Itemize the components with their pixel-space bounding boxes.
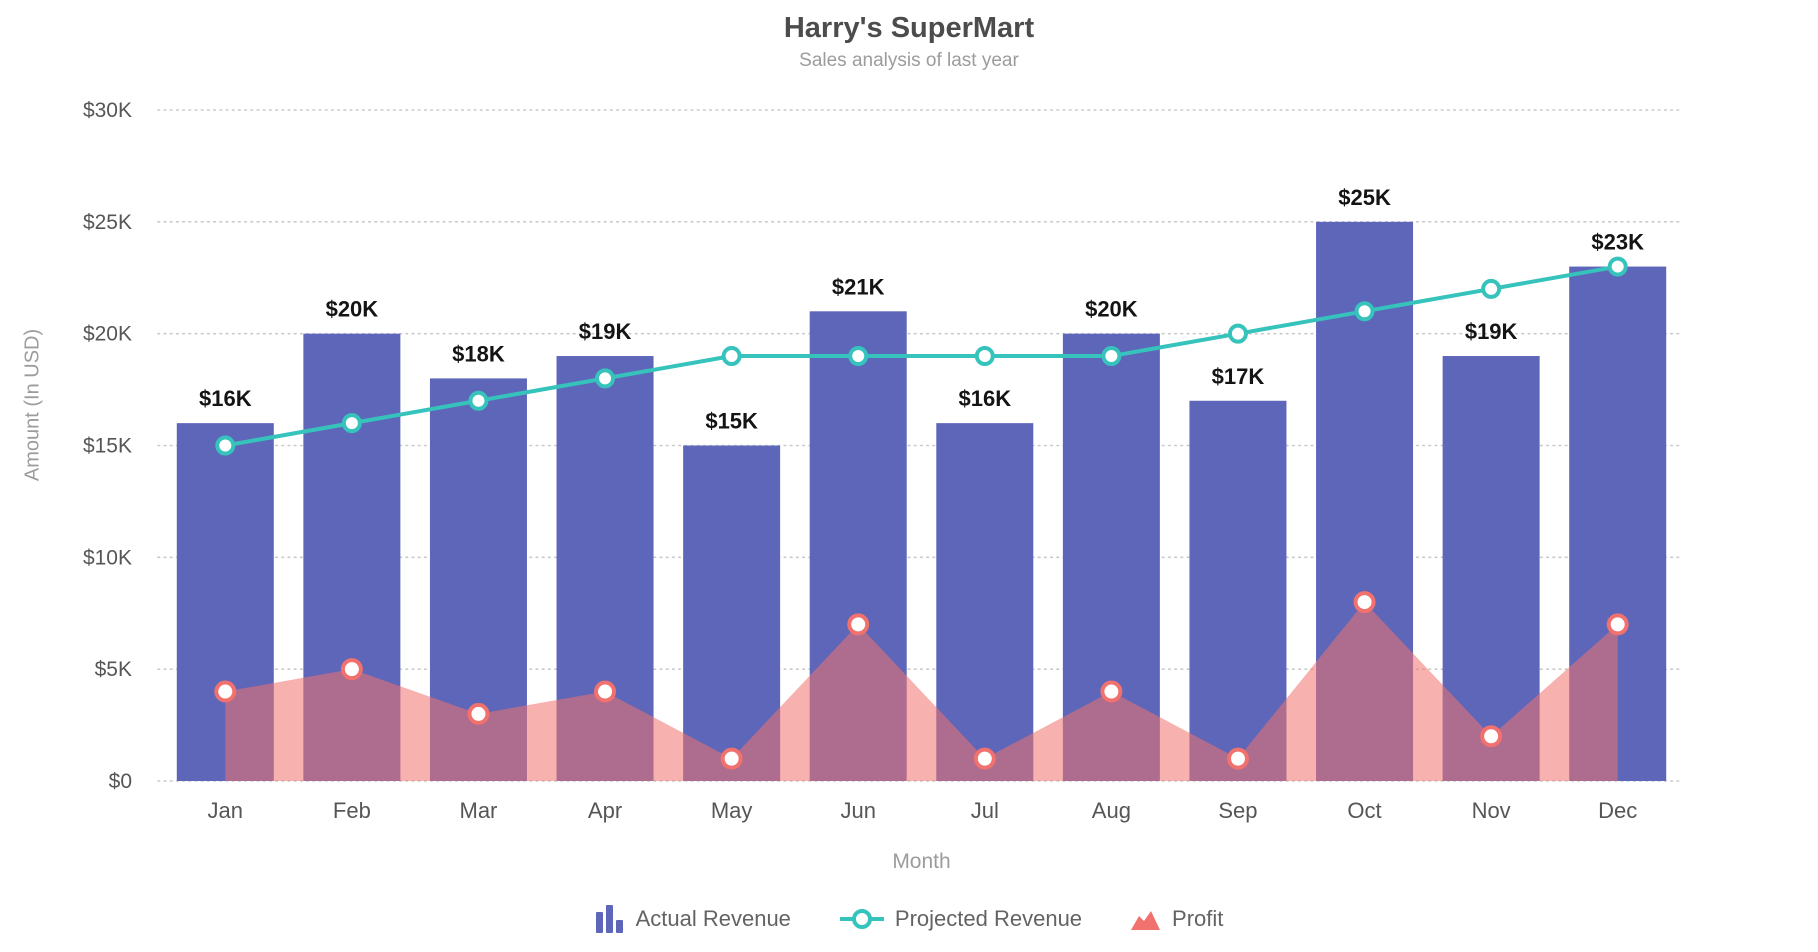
bar-value-label-feb: $20K <box>326 297 379 322</box>
x-tick-label-jun: Jun <box>840 798 875 823</box>
x-tick-label-jul: Jul <box>971 798 999 823</box>
profit-point-jan[interactable] <box>214 680 237 703</box>
projected-revenue-point-nov[interactable] <box>1481 278 1502 299</box>
actual-revenue-bar-sep[interactable] <box>1189 400 1287 781</box>
projected-revenue-point-feb[interactable] <box>341 413 362 434</box>
projected-revenue-point-sep[interactable] <box>1227 323 1248 344</box>
chart-title: Harry's SuperMart <box>783 12 1035 44</box>
bar-value-label-jun: $21K <box>832 274 885 299</box>
actual-revenue-bar-jul[interactable] <box>936 423 1034 781</box>
x-tick-label-jan: Jan <box>208 798 243 823</box>
y-tick-label: $5K <box>95 658 132 681</box>
x-tick-label-oct: Oct <box>1347 798 1381 823</box>
y-tick-label: $20K <box>83 323 132 346</box>
bar-value-label-jan: $16K <box>199 386 252 411</box>
legend-label-profit: Profit <box>1172 905 1224 931</box>
bar-value-label-dec: $23K <box>1591 230 1644 255</box>
legend-label-projected-revenue: Projected Revenue <box>894 905 1083 931</box>
bar-value-label-sep: $17K <box>1212 364 1265 389</box>
profit-point-jul[interactable] <box>973 747 996 770</box>
line-series-icon <box>839 908 884 929</box>
projected-revenue-point-jul[interactable] <box>974 346 995 367</box>
bar-value-label-aug: $20K <box>1085 297 1138 322</box>
x-tick-label-aug: Aug <box>1092 798 1131 823</box>
projected-revenue-point-aug[interactable] <box>1101 346 1122 367</box>
bar-value-label-may: $15K <box>705 409 758 434</box>
profit-point-apr[interactable] <box>594 680 617 703</box>
profit-point-mar[interactable] <box>467 702 490 725</box>
bar-value-label-oct: $25K <box>1338 185 1391 210</box>
profit-point-oct[interactable] <box>1353 591 1376 614</box>
projected-revenue-point-oct[interactable] <box>1354 301 1375 322</box>
area-series-icon <box>1131 910 1161 930</box>
bar-value-label-nov: $19K <box>1465 319 1518 344</box>
projected-revenue-line <box>224 264 1619 448</box>
profit-point-jun[interactable] <box>847 613 870 636</box>
x-tick-label-mar: Mar <box>460 798 498 823</box>
legend-item-profit[interactable]: Profit <box>1130 906 1223 932</box>
projected-revenue-point-jan[interactable] <box>215 435 236 456</box>
profit-area <box>225 602 1618 781</box>
x-tick-label-sep: Sep <box>1218 798 1257 823</box>
profit-point-may[interactable] <box>720 747 743 770</box>
legend-item-actual-revenue[interactable]: Actual Revenue <box>595 903 791 934</box>
legend-item-projected-revenue[interactable]: Projected Revenue <box>839 906 1082 932</box>
profit-point-sep[interactable] <box>1226 747 1249 770</box>
x-tick-label-nov: Nov <box>1472 798 1511 823</box>
x-axis-title: Month <box>892 850 951 873</box>
y-tick-label: $10K <box>83 546 132 569</box>
bar-value-label-mar: $18K <box>452 341 505 366</box>
bar-value-label-jul: $16K <box>958 386 1011 411</box>
bar-series-icon <box>595 905 623 933</box>
y-tick-label: $15K <box>83 435 132 458</box>
x-tick-label-apr: Apr <box>588 798 622 823</box>
y-tick-label: $0 <box>109 770 132 793</box>
profit-point-aug[interactable] <box>1100 680 1123 703</box>
profit-point-dec[interactable] <box>1606 613 1629 636</box>
chart-subtitle: Sales analysis of last year <box>799 50 1019 71</box>
projected-revenue-point-dec[interactable] <box>1607 256 1628 277</box>
projected-revenue-point-may[interactable] <box>721 346 742 367</box>
x-tick-label-feb: Feb <box>333 798 371 823</box>
projected-revenue-point-jun[interactable] <box>848 346 869 367</box>
y-tick-label: $25K <box>83 211 132 234</box>
profit-point-nov[interactable] <box>1480 725 1503 748</box>
legend: Actual Revenue Projected Revenue Profit <box>0 903 1818 934</box>
legend-label-actual-revenue: Actual Revenue <box>635 905 791 931</box>
projected-revenue-point-apr[interactable] <box>595 368 616 389</box>
x-tick-label-dec: Dec <box>1598 798 1637 823</box>
y-tick-label: $30K <box>83 99 132 122</box>
projected-revenue-point-mar[interactable] <box>468 390 489 411</box>
bar-value-label-apr: $19K <box>579 319 632 344</box>
x-tick-label-may: May <box>711 798 753 823</box>
profit-point-feb[interactable] <box>340 658 363 681</box>
